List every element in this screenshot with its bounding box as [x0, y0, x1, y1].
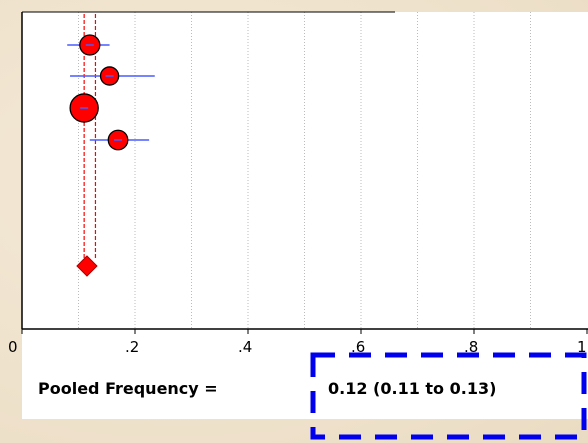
pooled-ci-lines [83, 14, 97, 258]
x-tick-label: .8 [464, 338, 478, 356]
x-axis-ticks: 0 .2 .4 .6 .8 1 [8, 329, 588, 356]
x-tick-label: 0 [8, 338, 18, 356]
pooled-diamond [76, 255, 98, 277]
grid-lines [78, 12, 531, 329]
study-markers [67, 34, 155, 151]
x-tick-label: .2 [125, 338, 139, 356]
pooled-frequency-label: Pooled Frequency = [38, 379, 218, 398]
x-tick-label: .6 [351, 338, 365, 356]
footer-background [22, 329, 588, 419]
x-tick-label: .4 [238, 338, 252, 356]
highlight-box [310, 352, 587, 440]
pooled-estimate [76, 255, 98, 277]
x-tick-label: 1 [577, 338, 587, 356]
plot-background [22, 12, 588, 329]
pooled-frequency-value: 0.12 (0.11 to 0.13) [328, 379, 496, 398]
